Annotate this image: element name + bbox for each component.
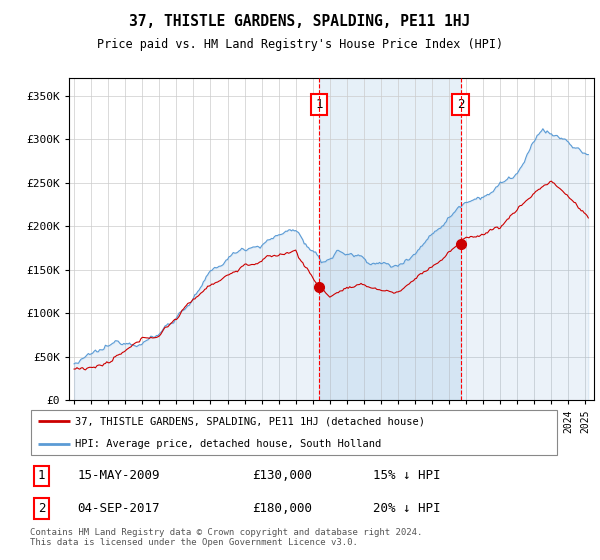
Text: 2: 2 <box>38 502 46 515</box>
FancyBboxPatch shape <box>31 410 557 455</box>
Text: 1: 1 <box>38 469 46 482</box>
Text: 1: 1 <box>316 98 323 111</box>
Text: 15-MAY-2009: 15-MAY-2009 <box>77 469 160 482</box>
Text: 37, THISTLE GARDENS, SPALDING, PE11 1HJ (detached house): 37, THISTLE GARDENS, SPALDING, PE11 1HJ … <box>75 416 425 426</box>
Text: £130,000: £130,000 <box>252 469 312 482</box>
Text: Price paid vs. HM Land Registry's House Price Index (HPI): Price paid vs. HM Land Registry's House … <box>97 38 503 51</box>
Bar <box>319 78 461 400</box>
Text: 15% ↓ HPI: 15% ↓ HPI <box>373 469 440 482</box>
Text: 37, THISTLE GARDENS, SPALDING, PE11 1HJ: 37, THISTLE GARDENS, SPALDING, PE11 1HJ <box>130 14 470 29</box>
Text: 04-SEP-2017: 04-SEP-2017 <box>77 502 160 515</box>
Text: £180,000: £180,000 <box>252 502 312 515</box>
Text: 20% ↓ HPI: 20% ↓ HPI <box>373 502 440 515</box>
Text: 2: 2 <box>457 98 464 111</box>
Text: Contains HM Land Registry data © Crown copyright and database right 2024.
This d: Contains HM Land Registry data © Crown c… <box>30 528 422 548</box>
Text: HPI: Average price, detached house, South Holland: HPI: Average price, detached house, Sout… <box>75 439 381 449</box>
